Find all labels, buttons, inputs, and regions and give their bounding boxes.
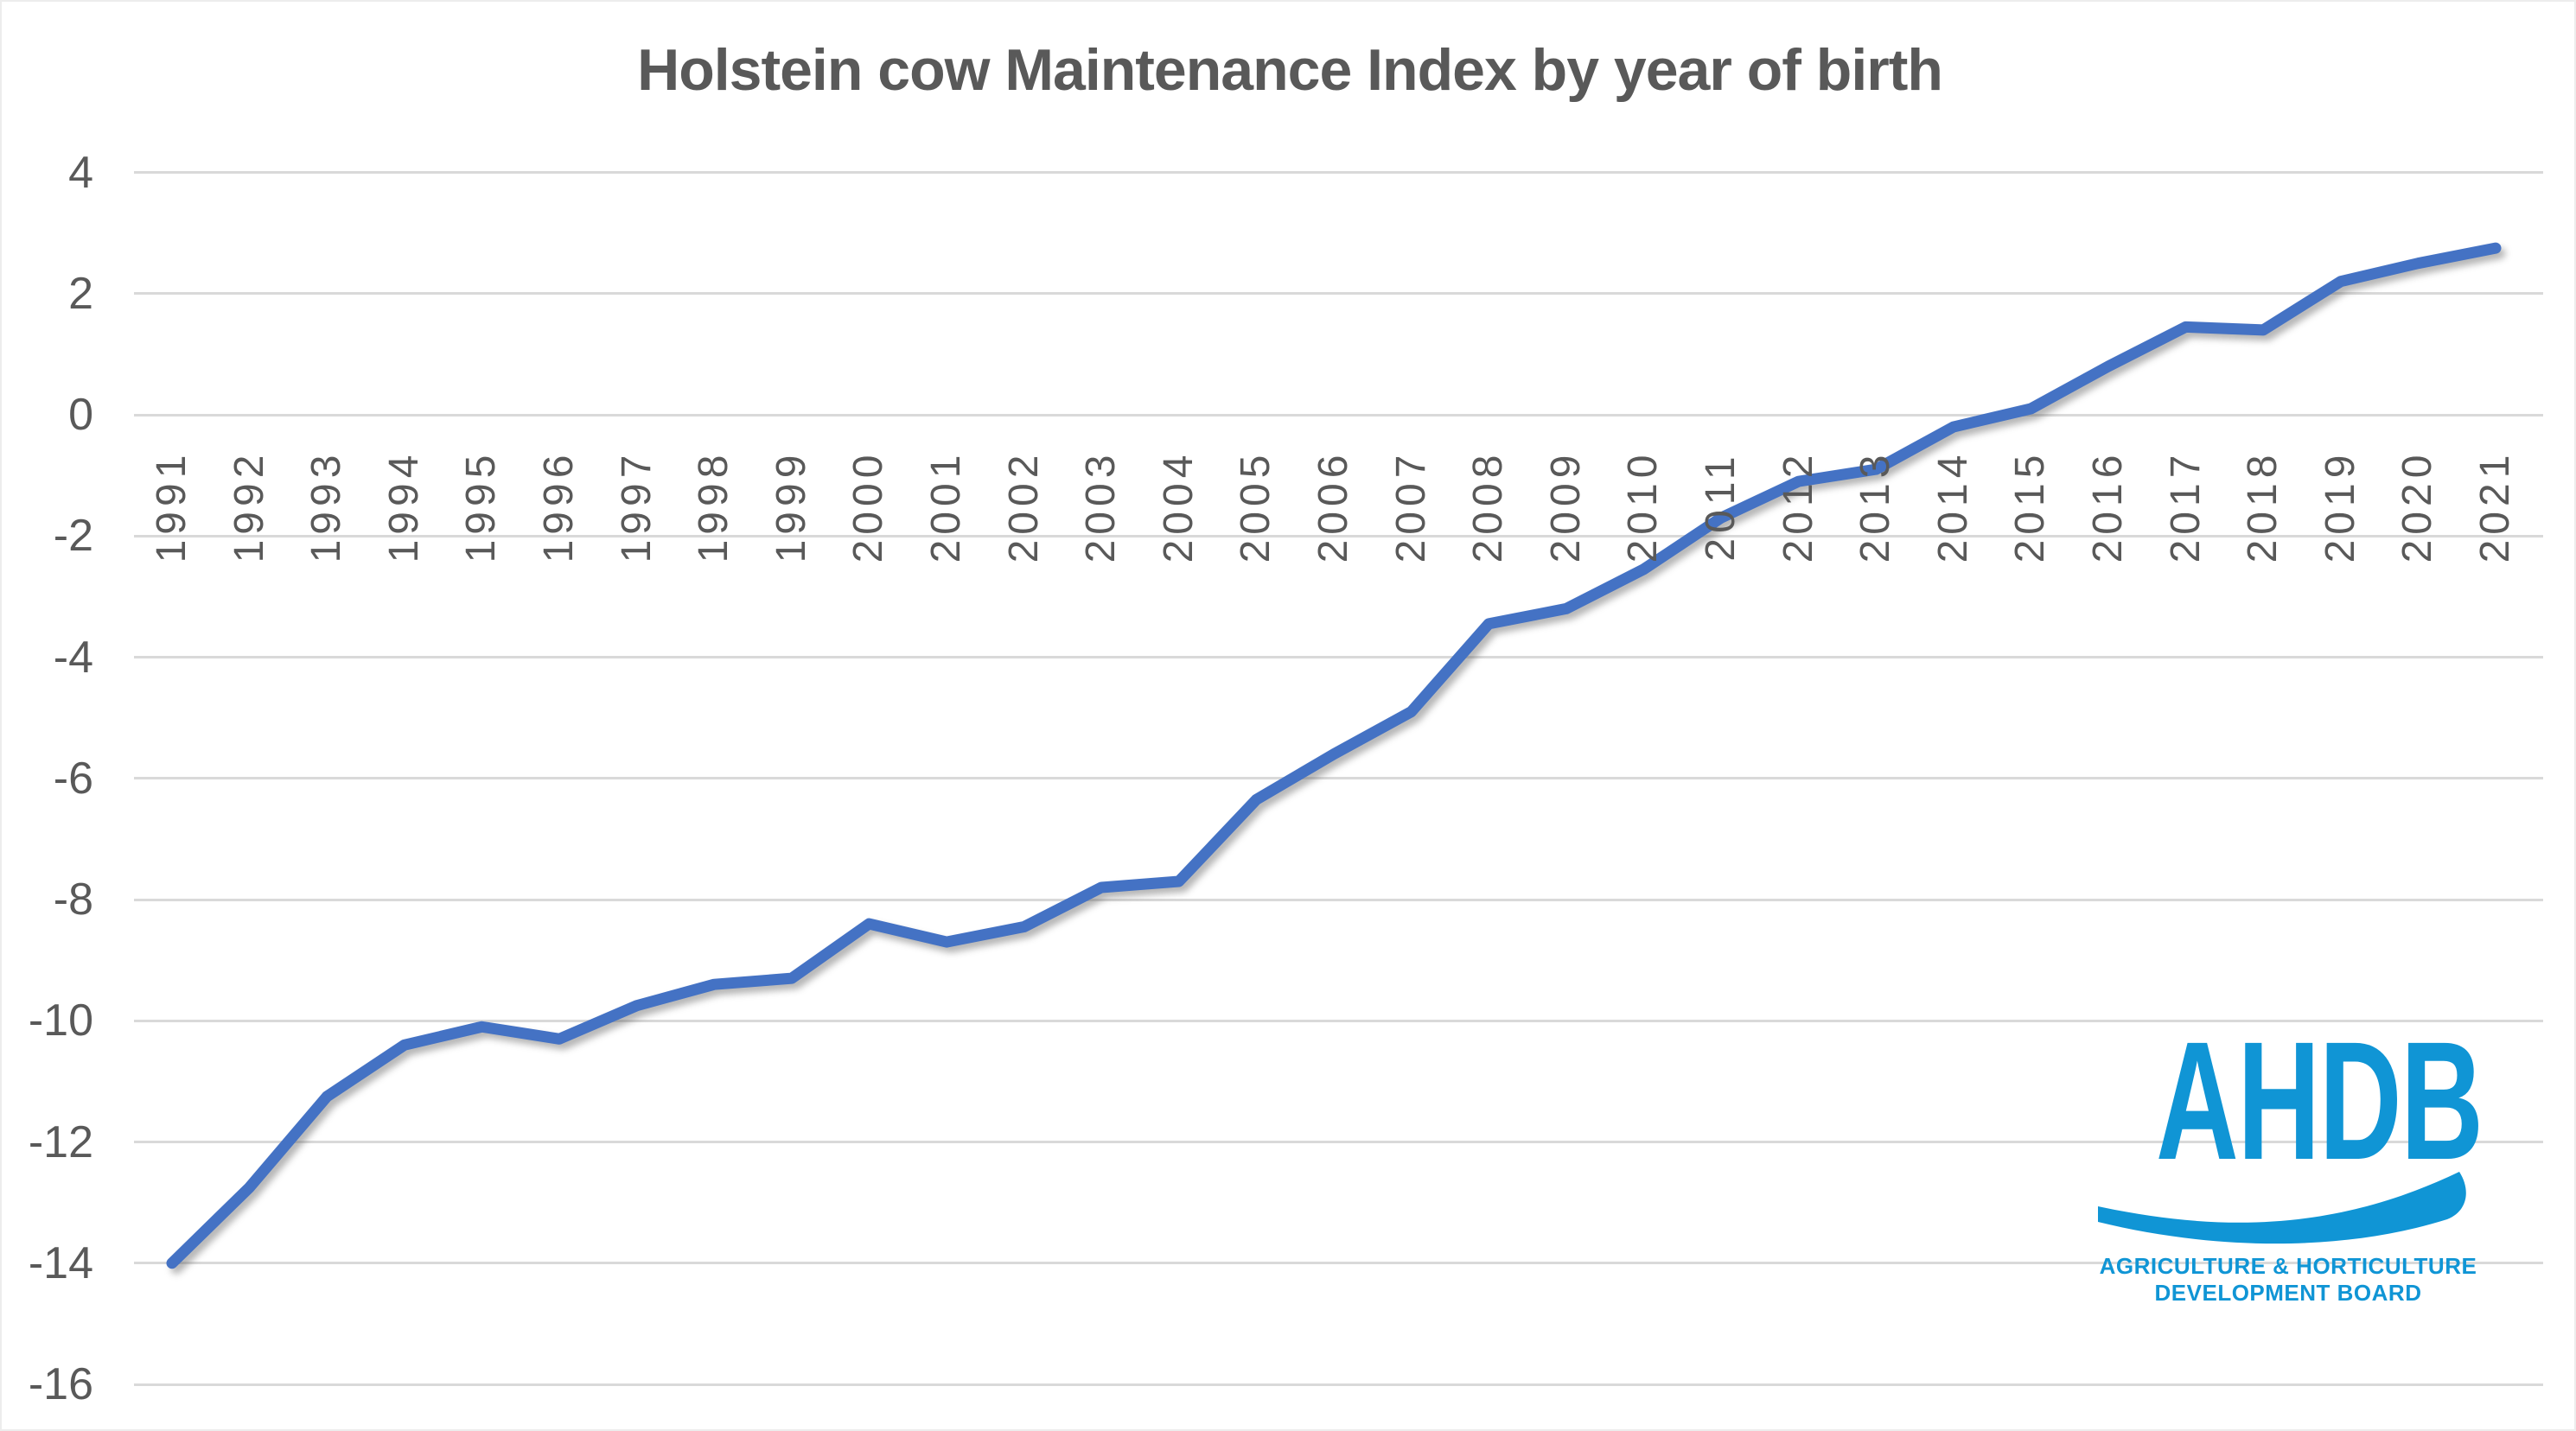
x-axis-tick-label: 1993: [303, 449, 350, 563]
logo-wave-swoosh-icon: [2098, 1172, 2466, 1244]
x-axis-tick-label: 2015: [2007, 449, 2054, 563]
y-axis-tick-label: -4: [53, 632, 93, 683]
gridline: [134, 1262, 2543, 1265]
x-axis-tick-label: 2010: [1620, 449, 1667, 563]
maintenance-index-line: [166, 242, 2502, 1269]
y-axis-tick-label: -2: [53, 511, 93, 562]
y-axis-tick-label: 0: [68, 390, 93, 440]
x-axis-tick-label: 2016: [2085, 449, 2131, 563]
y-axis-tick-label: 4: [68, 147, 93, 198]
gridline: [134, 898, 2543, 901]
x-axis-tick-label: 2019: [2317, 449, 2363, 563]
gridline: [134, 1019, 2543, 1022]
x-axis-tick-label: 1994: [380, 449, 427, 563]
x-axis-tick-label: 1995: [458, 449, 505, 563]
x-axis-tick-label: 2000: [845, 449, 892, 563]
x-axis-tick-label: 2004: [1155, 449, 1202, 563]
gridline: [134, 292, 2543, 296]
y-axis-tick-label: -8: [53, 874, 93, 925]
y-axis-tick-label: -14: [28, 1237, 93, 1288]
x-axis-tick-label: 2003: [1078, 449, 1125, 563]
gridline: [134, 1141, 2543, 1143]
x-axis-tick-label: 2005: [1233, 449, 1279, 563]
x-axis-tick-label: 2014: [1929, 449, 1976, 563]
gridline: [134, 413, 2543, 417]
x-axis-tick-label: 2006: [1310, 449, 1356, 563]
x-axis-tick-label: 2001: [923, 449, 969, 563]
x-axis-tick-label: 2020: [2394, 449, 2441, 563]
x-axis-tick-label: 2009: [1542, 449, 1589, 563]
ahdb-logo-caption-line2: DEVELOPMENT BOARD: [2154, 1280, 2422, 1306]
x-axis-tick-label: 2018: [2240, 449, 2286, 563]
y-axis-tick-label: -12: [28, 1116, 93, 1167]
x-axis-tick-label: 2017: [2162, 449, 2209, 563]
x-axis-tick-label: 2012: [1775, 449, 1821, 563]
x-axis-tick-label: 2021: [2472, 449, 2518, 563]
x-axis-tick-label: 2007: [1387, 449, 1434, 563]
x-axis-tick-label: 1996: [536, 449, 582, 563]
ahdb-logo-caption-line1: AGRICULTURE & HORTICULTURE: [2099, 1253, 2477, 1279]
gridline: [134, 534, 2543, 537]
x-axis-tick-label: 1999: [768, 449, 814, 563]
y-axis-tick-label: 2: [68, 268, 93, 319]
x-axis-tick-label: 1991: [149, 449, 194, 563]
x-axis-tick-label: 2002: [1000, 449, 1047, 563]
y-axis-tick-label: -10: [28, 995, 93, 1046]
x-axis-tick-label: 2011: [1698, 451, 1744, 562]
x-axis-tick-label: 2008: [1465, 449, 1512, 563]
x-axis-tick-label: 1997: [613, 449, 660, 563]
x-axis-tick-label: 1998: [691, 449, 737, 563]
x-axis-tick-label: 2013: [1852, 449, 1899, 563]
ahdb-logo: AHDB AGRICULTURE & HORTICULTURE DEVELOPM…: [2094, 1007, 2484, 1307]
y-axis-tick-label: -6: [53, 753, 93, 804]
y-axis-tick-label: -16: [28, 1359, 93, 1409]
gridline: [134, 777, 2543, 780]
gridline: [134, 656, 2543, 658]
x-axis-tick-label: 1992: [226, 449, 272, 563]
ahdb-logo-acronym: AHDB: [2156, 1007, 2484, 1195]
gridline: [134, 171, 2543, 174]
chart-title: Holstein cow Maintenance Index by year o…: [637, 37, 1943, 103]
gridline: [134, 1383, 2543, 1386]
